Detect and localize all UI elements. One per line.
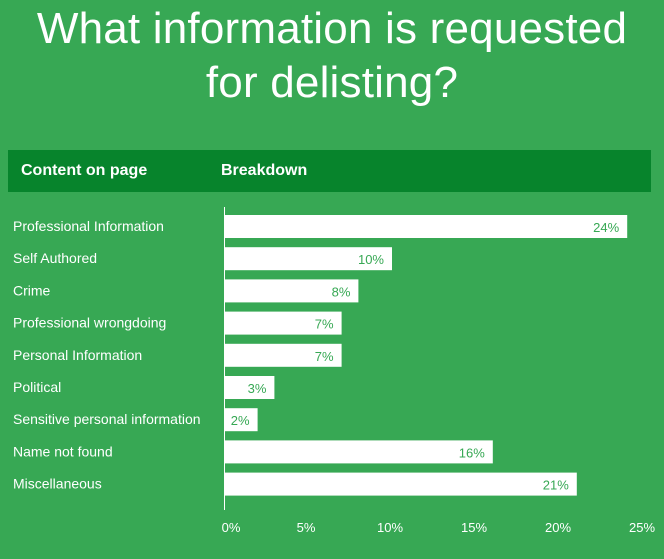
category-label: Sensitive personal information [13,411,201,427]
x-tick-label: 0% [222,520,241,535]
bar [224,408,258,432]
table-header-bar: Content on page Breakdown [8,150,651,192]
chart-title: What information is requested for delist… [0,2,664,110]
category-label: Name not found [13,443,113,459]
header-breakdown: Breakdown [221,162,308,179]
x-tick-label: 10% [377,520,403,535]
category-label: Self Authored [13,250,97,266]
category-label: Political [13,379,61,395]
bar [224,279,359,303]
bar-value-label: 21% [543,478,569,493]
bar-value-label: 24% [593,220,619,235]
bar-value-label: 8% [332,284,351,299]
bar-value-label: 3% [248,381,267,396]
bar [224,472,577,496]
bar [224,215,628,238]
category-label: Crime [13,282,51,298]
bar [224,343,342,367]
bar-value-label: 16% [459,445,485,460]
header-content-on-page: Content on page [21,162,148,179]
bar-value-label: 10% [358,252,384,267]
x-tick-label: 25% [629,520,655,535]
category-label: Professional wrongdoing [13,315,166,331]
x-tick-label: 15% [461,520,487,535]
category-label: Miscellaneous [13,476,102,492]
category-label: Personal Information [13,347,142,363]
category-label: Professional Information [13,218,164,234]
bar [224,247,392,271]
bar [224,311,342,335]
bar-value-label: 7% [315,317,334,332]
chart-title-line-1: What information is requested [36,4,628,53]
x-tick-label: 20% [545,520,571,535]
bar [224,376,275,399]
chart-title-line-2: for delisting? [205,58,459,107]
x-tick-label: 5% [297,520,316,535]
bar [224,440,493,464]
bar-value-label: 2% [231,413,250,428]
bar-value-label: 7% [315,349,334,364]
